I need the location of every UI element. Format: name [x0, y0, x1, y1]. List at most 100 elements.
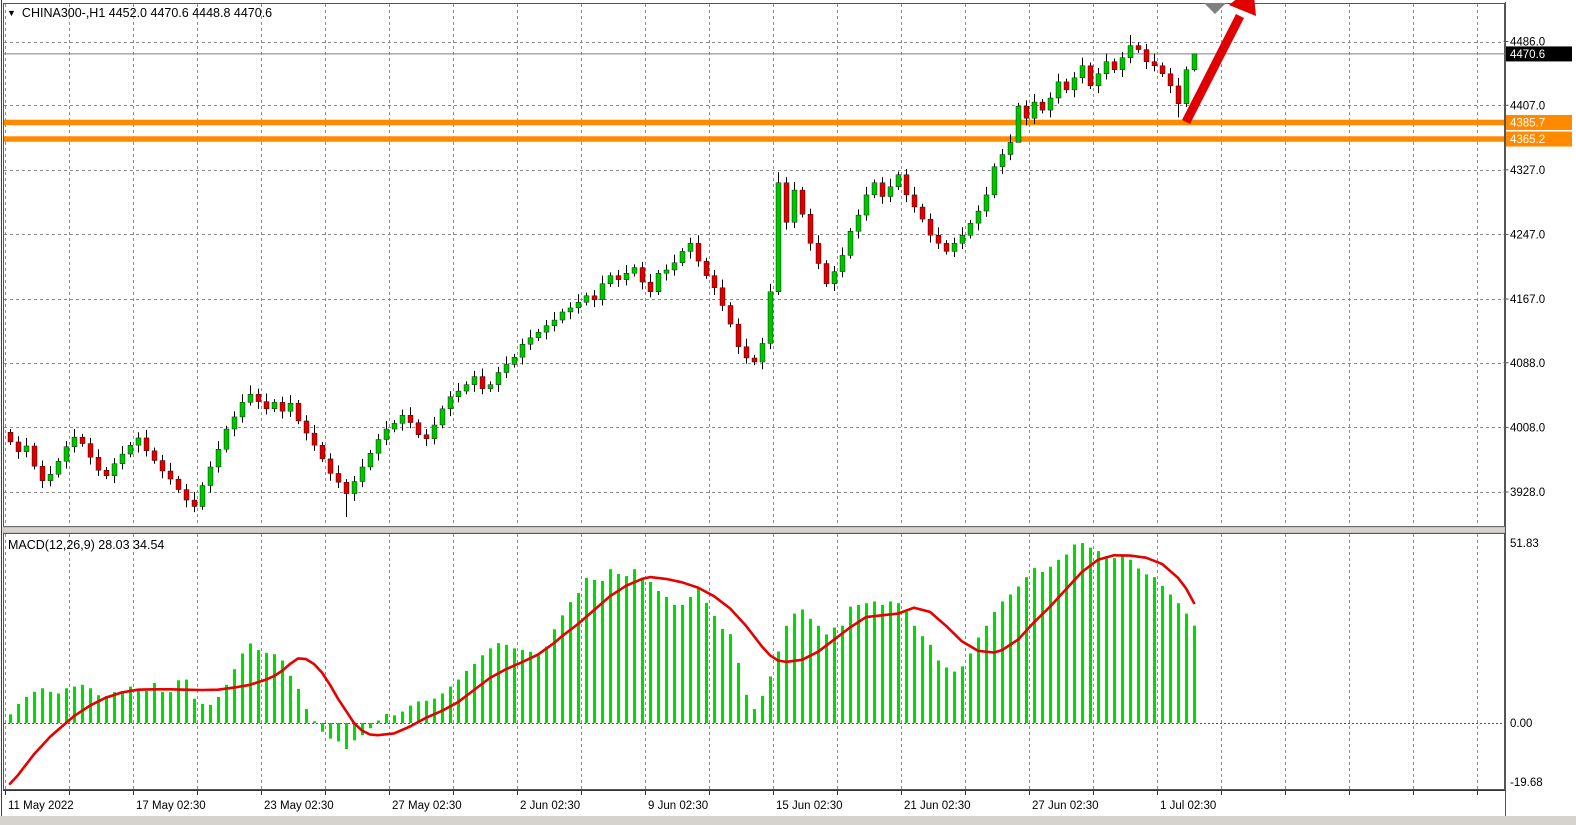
candle-body: [239, 402, 246, 418]
macd-histogram-bar: [329, 723, 332, 739]
level-price-tag-1: [1506, 114, 1572, 130]
macd-histogram-bar: [585, 577, 588, 723]
macd-histogram-bar: [609, 569, 612, 723]
candle-body: [599, 283, 606, 301]
candle-body: [967, 222, 974, 236]
candle-body: [207, 466, 214, 486]
level-price-tag-label: 4365.2: [1510, 134, 1545, 146]
candle-body: [1023, 105, 1030, 119]
level-price-tag-2: [1506, 131, 1572, 147]
candle-body: [823, 263, 830, 284]
macd-max-label: 51.83: [1510, 538, 1539, 550]
macd-histogram-bar: [825, 634, 828, 723]
macd-histogram-bar: [593, 579, 596, 723]
object-anchor-marker-icon[interactable]: [1204, 3, 1226, 14]
candle-body: [1191, 53, 1198, 70]
macd-histogram-bar: [649, 582, 652, 723]
macd-histogram-bar: [905, 611, 908, 723]
candle-body: [679, 251, 686, 263]
macd-histogram-bar: [1057, 559, 1060, 723]
candle-body: [271, 402, 278, 410]
price-tick-label: 4486.0: [1510, 37, 1545, 49]
candle-body: [671, 262, 678, 271]
trend-arrow-shaft[interactable]: [1181, 13, 1245, 125]
macd-histogram-bar: [401, 711, 404, 723]
main-panel[interactable]: [3, 3, 1505, 527]
symbol-period-label: CHINA300-,H1: [21, 6, 106, 20]
candle-body: [287, 402, 294, 412]
macd-histogram-bar: [265, 652, 268, 723]
candles-layer: [7, 35, 1198, 518]
macd-histogram-bar: [945, 667, 948, 723]
resistance-line-1[interactable]: [4, 119, 1504, 126]
macd-histogram-bar: [561, 615, 564, 723]
candle-body: [71, 436, 78, 447]
candle-body: [87, 443, 94, 458]
candle-body: [927, 218, 934, 236]
macd-histogram-bar: [761, 695, 764, 723]
macd-histogram-bar: [1161, 585, 1164, 723]
macd-histogram-bar: [697, 587, 700, 723]
macd-histogram-bar: [1009, 594, 1012, 723]
candle-body: [663, 269, 670, 274]
candle-body: [487, 384, 494, 389]
candle-body: [583, 295, 590, 303]
collapse-chart-icon[interactable]: ▼: [7, 8, 16, 18]
candle-body: [559, 311, 566, 321]
macd-histogram-bar: [1105, 556, 1108, 723]
candle-body: [1151, 61, 1158, 66]
candle-body: [751, 357, 758, 363]
macd-panel[interactable]: [3, 533, 1505, 790]
macd-histogram-bar: [249, 643, 252, 723]
candle-body: [159, 460, 166, 472]
macd-histogram-bar: [1033, 568, 1036, 723]
macd-histogram-bar: [233, 669, 236, 723]
time-tick-label: 15 Jun 02:30: [776, 800, 843, 812]
candle-body: [959, 235, 966, 244]
candle-body: [1063, 81, 1070, 91]
candle-body: [847, 231, 854, 256]
trend-arrow-head[interactable]: [1229, 0, 1256, 16]
candle-body: [47, 474, 54, 481]
macd-histogram-bar: [849, 606, 852, 723]
candle-body: [1007, 142, 1014, 155]
macd-histogram-bar: [353, 723, 356, 741]
candle-body: [199, 485, 206, 507]
price-tick-label: 4088.0: [1510, 358, 1545, 370]
candle-body: [327, 458, 334, 474]
candle-body: [903, 174, 910, 196]
macd-histogram-bar: [1113, 558, 1116, 723]
candle-body: [399, 415, 406, 424]
macd-histogram-bar: [857, 604, 860, 723]
candle-body: [295, 402, 302, 422]
macd-histogram-bar: [633, 569, 636, 723]
candle-body: [735, 323, 742, 347]
ohlc-readout: 4452.0 4470.6 4448.8 4470.6: [108, 6, 273, 20]
candle-body: [839, 255, 846, 272]
macd-histogram-bar: [281, 660, 284, 723]
resistance-line-2[interactable]: [4, 136, 1504, 142]
macd-histogram-bar: [897, 603, 900, 723]
macd-layer: [8, 543, 1196, 786]
macd-histogram-bar: [537, 655, 540, 723]
panel-separator[interactable]: [2, 526, 1506, 534]
macd-histogram-bar: [25, 696, 28, 723]
macd-histogram-bar: [81, 684, 84, 723]
candle-body: [1087, 65, 1094, 87]
candle-body: [1031, 101, 1038, 119]
time-tick-label: 2 Jun 02:30: [520, 800, 580, 812]
macd-histogram-bar: [865, 603, 868, 723]
candle-body: [871, 182, 878, 196]
macd-histogram-bar: [49, 691, 52, 723]
macd-histogram-bar: [1097, 551, 1100, 723]
candle-body: [1039, 101, 1046, 111]
macd-histogram-bar: [553, 629, 556, 723]
macd-histogram-bar: [689, 596, 692, 723]
candle-body: [527, 337, 534, 345]
macd-histogram-bar: [337, 723, 340, 742]
macd-histogram-bar: [1193, 625, 1196, 723]
candle-body: [95, 457, 102, 471]
candle-body: [319, 444, 326, 460]
candle-body: [551, 319, 558, 326]
